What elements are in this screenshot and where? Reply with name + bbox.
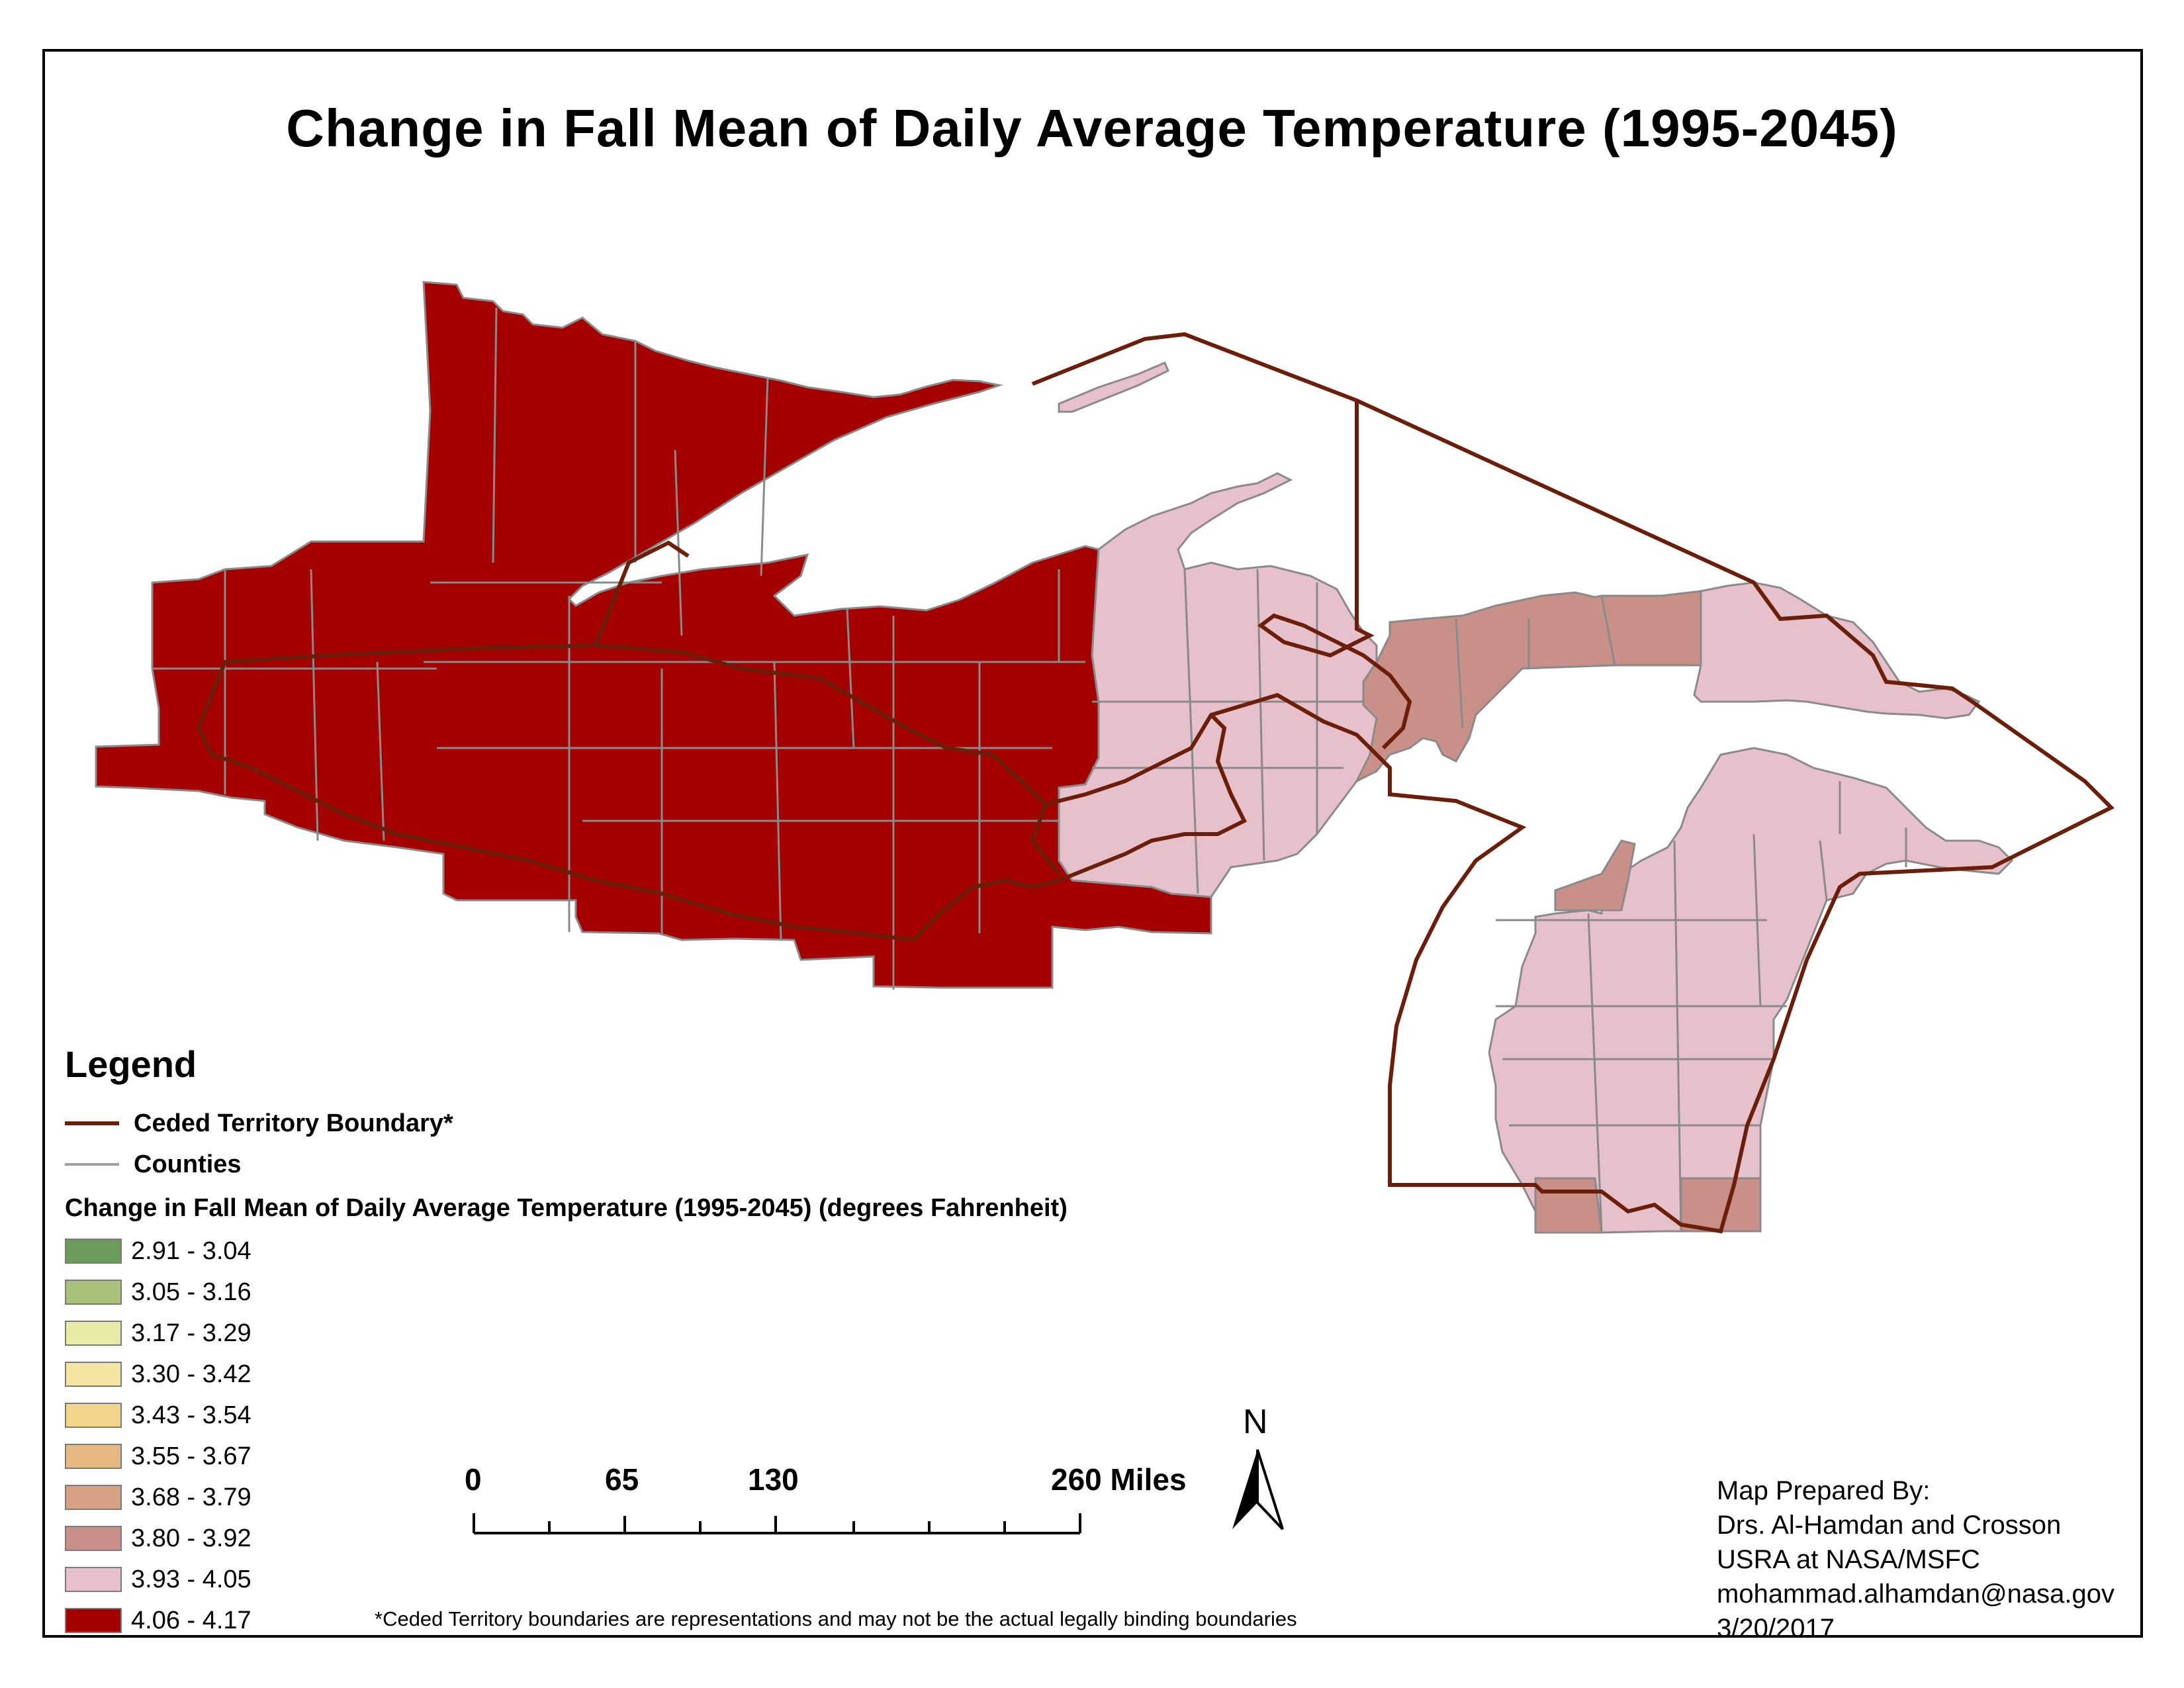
county-fill-mid xyxy=(1680,1177,1762,1233)
legend-bin-label: 3.80 - 3.92 xyxy=(131,1524,251,1552)
legend-swatch xyxy=(65,1321,122,1346)
counties-line-swatch xyxy=(65,1163,119,1166)
north-arrow-icon xyxy=(1232,1449,1284,1530)
legend-swatch xyxy=(65,1526,122,1551)
boundary-line-swatch xyxy=(65,1121,119,1125)
map-title: Change in Fall Mean of Daily Average Tem… xyxy=(286,99,1898,158)
legend-bin-label: 3.43 - 3.54 xyxy=(131,1401,251,1429)
legend-bin-label: 3.93 - 4.05 xyxy=(131,1565,251,1593)
credits-line: 3/20/2017 xyxy=(1717,1614,1835,1643)
legend-bin: 3.55 - 3.67 xyxy=(65,1436,1068,1477)
legend-bin: 3.05 - 3.16 xyxy=(65,1272,1068,1313)
scale-label-260-miles: 260 Miles xyxy=(1051,1462,1187,1497)
credits-line: USRA at NASA/MSFC xyxy=(1717,1545,1980,1574)
scale-label-65: 65 xyxy=(605,1462,639,1497)
legend-bin-label: 3.05 - 3.16 xyxy=(131,1278,251,1306)
region-lower-mi xyxy=(1488,747,2014,1234)
legend-swatch xyxy=(65,1608,122,1633)
legend-title: Legend xyxy=(65,1043,197,1085)
county-fill-mid xyxy=(1554,839,1636,912)
scale-label-0: 0 xyxy=(465,1462,482,1497)
region-up-east-mid xyxy=(1354,581,1981,784)
credits-line: Drs. Al-Hamdan and Crosson xyxy=(1717,1511,2062,1540)
scale-bar xyxy=(473,1513,1081,1534)
region-west-high xyxy=(95,281,1212,989)
footnote: *Ceded Territory boundaries are represen… xyxy=(375,1607,1297,1630)
county-fill-low xyxy=(1693,581,1981,720)
legend-bin: 2.91 - 3.04 xyxy=(65,1231,1068,1272)
county-fill-mid xyxy=(1354,590,1702,784)
legend: Legend Ceded Territory Boundary* Countie… xyxy=(65,1043,1068,1641)
legend-boundary-item: Ceded Territory Boundary* xyxy=(65,1103,1068,1144)
legend-bin-label: 3.55 - 3.67 xyxy=(131,1442,251,1470)
legend-bin-label: 3.30 - 3.42 xyxy=(131,1360,251,1388)
isle-royale xyxy=(1058,361,1169,413)
county-fill-low xyxy=(1488,747,2014,1234)
legend-boundary-label: Ceded Territory Boundary* xyxy=(134,1109,453,1137)
legend-bin-label: 3.17 - 3.29 xyxy=(131,1319,251,1347)
credits-line: mohammad.alhamdan@nasa.gov xyxy=(1717,1579,2115,1609)
legend-bin: 3.30 - 3.42 xyxy=(65,1354,1068,1395)
county-fill-low xyxy=(1058,472,1378,898)
legend-bin-label: 2.91 - 3.04 xyxy=(131,1237,251,1265)
legend-bins: 2.91 - 3.04 3.05 - 3.16 3.17 - 3.29 3.30… xyxy=(65,1231,1068,1641)
north-label: N xyxy=(1243,1403,1268,1441)
legend-bin: 4.06 - 4.17 xyxy=(65,1600,1068,1641)
legend-swatch xyxy=(65,1444,122,1469)
county-fill-mid xyxy=(1534,1177,1603,1234)
legend-bin: 3.93 - 4.05 xyxy=(65,1559,1068,1600)
map-credits: Map Prepared By: Drs. Al-Hamdan and Cros… xyxy=(1717,1474,2115,1646)
legend-swatch xyxy=(65,1362,122,1387)
ceded-territory-boundary xyxy=(196,332,2115,1234)
legend-swatch xyxy=(65,1239,122,1264)
legend-counties-label: Counties xyxy=(134,1150,242,1178)
map-frame xyxy=(42,49,2143,1638)
legend-bin: 3.17 - 3.29 xyxy=(65,1313,1068,1354)
legend-bin: 3.43 - 3.54 xyxy=(65,1395,1068,1436)
credits-line: Map Prepared By: xyxy=(1717,1476,1931,1505)
scale-label-130: 130 xyxy=(748,1462,799,1497)
county-fill-high xyxy=(95,281,1212,989)
legend-bin: 3.68 - 3.79 xyxy=(65,1477,1068,1518)
legend-swatch xyxy=(65,1403,122,1428)
legend-swatch xyxy=(65,1485,122,1510)
legend-bin: 3.80 - 3.92 xyxy=(65,1518,1068,1559)
legend-bin-label: 3.68 - 3.79 xyxy=(131,1483,251,1511)
legend-swatch xyxy=(65,1567,122,1592)
county-lines xyxy=(152,307,1907,1232)
legend-counties-item: Counties xyxy=(65,1144,1068,1185)
legend-field-label: Change in Fall Mean of Daily Average Tem… xyxy=(65,1194,1068,1222)
legend-swatch xyxy=(65,1280,122,1305)
region-up-west-low xyxy=(1058,361,1378,898)
legend-bin-label: 4.06 - 4.17 xyxy=(131,1606,251,1634)
